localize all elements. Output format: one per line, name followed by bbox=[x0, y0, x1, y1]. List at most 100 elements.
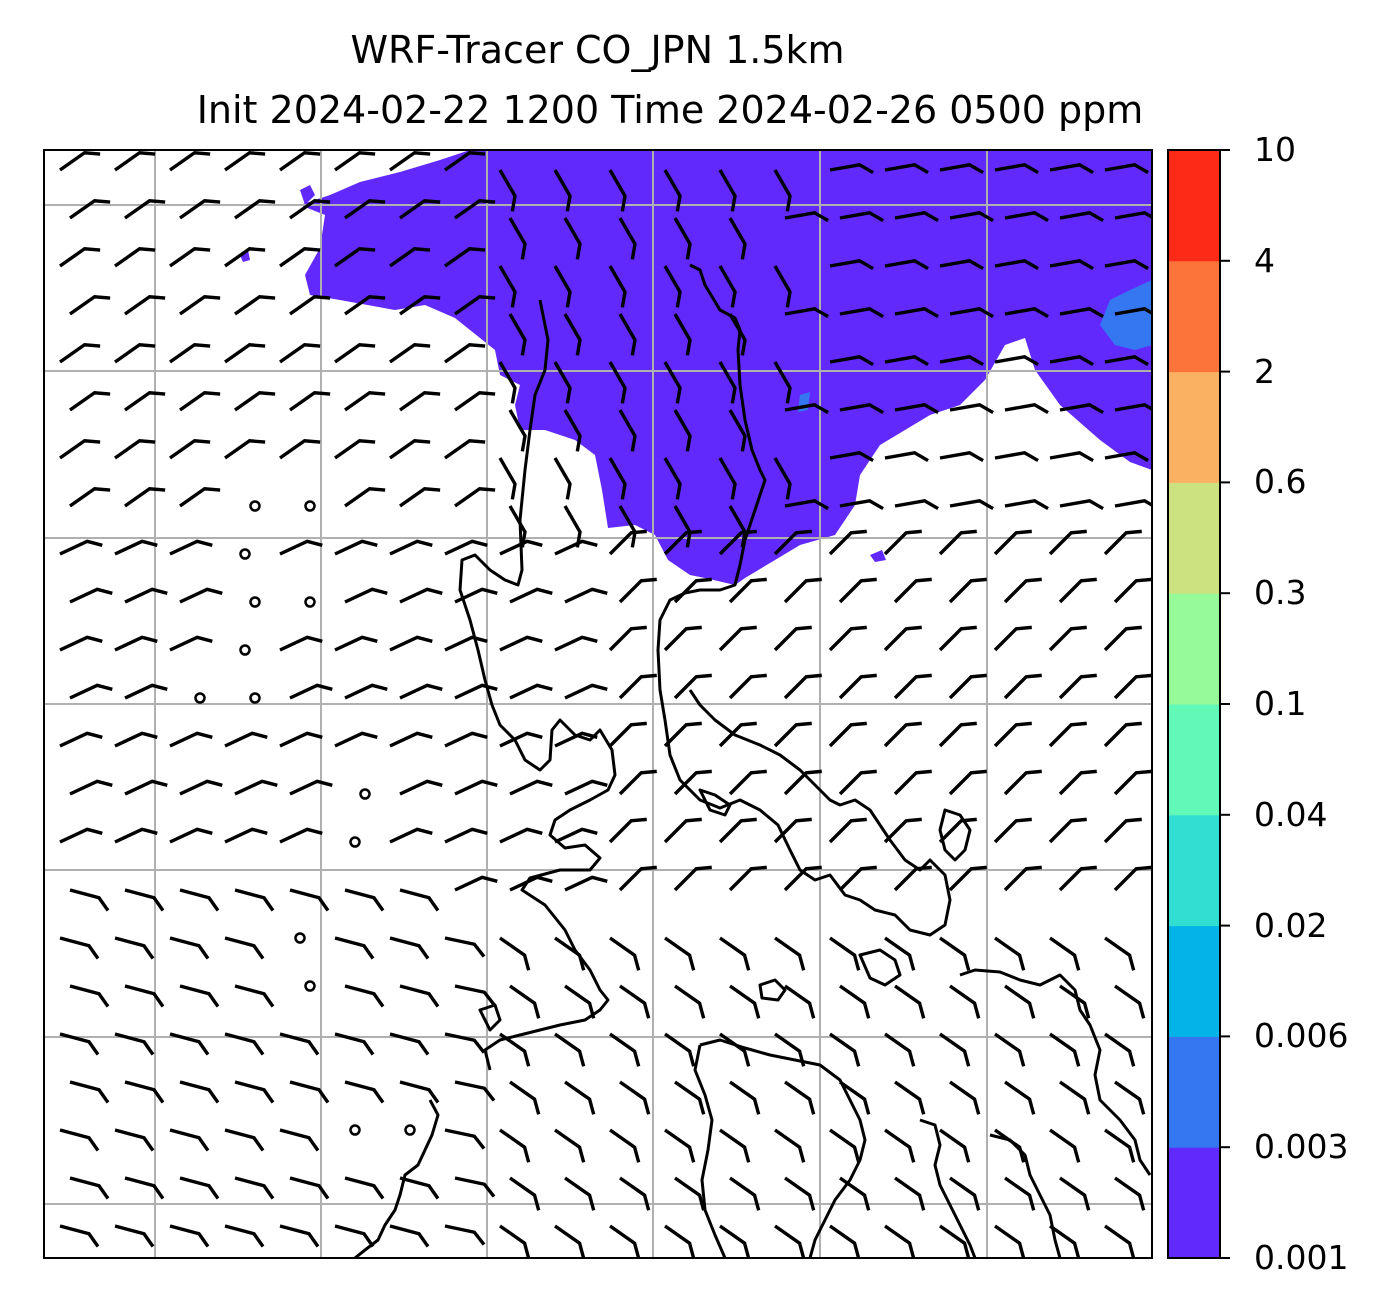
colorbar-segment bbox=[1168, 150, 1220, 262]
wind-barb bbox=[1058, 673, 1097, 700]
colorbar-segment bbox=[1168, 260, 1220, 373]
calm-wind-marker bbox=[349, 836, 361, 848]
calm-wind-marker bbox=[304, 500, 316, 512]
wind-barb bbox=[563, 217, 582, 260]
wind-barb bbox=[444, 936, 486, 958]
wind-barb bbox=[783, 769, 822, 796]
wind-barb bbox=[124, 1176, 165, 1200]
wind-barb bbox=[69, 779, 113, 796]
colorbar-segment bbox=[1168, 1147, 1220, 1259]
wind-barb bbox=[69, 683, 113, 700]
wind-barb bbox=[444, 731, 488, 748]
wind-barb bbox=[234, 779, 278, 796]
calm-wind-marker bbox=[249, 596, 261, 608]
wind-barb bbox=[69, 587, 113, 604]
wind-barb bbox=[673, 769, 712, 796]
wind-barb bbox=[1059, 211, 1104, 223]
wind-barb bbox=[564, 1176, 596, 1211]
colorbar-tick-label: 0.3 bbox=[1254, 573, 1307, 613]
wind-barb bbox=[884, 1224, 916, 1258]
wind-barb bbox=[674, 1080, 706, 1115]
wind-barb bbox=[508, 409, 527, 452]
wind-barb bbox=[399, 683, 443, 700]
wind-barb bbox=[444, 635, 488, 652]
wind-barb bbox=[454, 487, 496, 508]
wind-barb bbox=[673, 865, 712, 892]
wind-barb bbox=[718, 529, 757, 556]
wind-barb bbox=[1004, 403, 1049, 415]
wind-barb bbox=[1113, 577, 1152, 604]
wind-barb bbox=[949, 499, 994, 511]
wind-barb bbox=[609, 936, 641, 971]
wind-barb bbox=[389, 1032, 430, 1056]
colorbar-segment bbox=[1168, 925, 1220, 1037]
wind-barb bbox=[949, 307, 994, 319]
wind-barb bbox=[234, 984, 275, 1008]
wind-barb bbox=[718, 625, 757, 652]
wind-barb bbox=[509, 683, 553, 700]
wind-barb bbox=[718, 169, 737, 212]
wind-barb bbox=[608, 169, 627, 212]
wind-barb bbox=[224, 827, 268, 844]
colorbar-tick-label: 10 bbox=[1254, 130, 1296, 169]
wind-barb bbox=[894, 403, 939, 415]
wind-barb bbox=[124, 779, 168, 796]
wind-barb bbox=[454, 984, 496, 1006]
wind-barb bbox=[114, 151, 156, 172]
colorbar-tick-label: 0.6 bbox=[1254, 462, 1307, 502]
wind-barb bbox=[399, 888, 440, 912]
calm-wind-marker bbox=[239, 644, 251, 656]
wind-barb bbox=[609, 1128, 641, 1163]
wind-barb bbox=[894, 984, 926, 1019]
tracer-plume bbox=[300, 150, 1152, 585]
wind-barb bbox=[839, 499, 884, 511]
wind-barb bbox=[389, 827, 433, 844]
wind-barb bbox=[994, 1032, 1026, 1067]
wind-barb bbox=[279, 827, 323, 844]
calm-wind-marker bbox=[249, 692, 261, 704]
wind-barb bbox=[169, 635, 213, 652]
wind-barb bbox=[344, 683, 388, 700]
calm-wind-marker bbox=[239, 548, 251, 560]
wind-barb bbox=[1059, 499, 1104, 511]
wind-barb bbox=[509, 779, 553, 796]
wind-barb bbox=[784, 211, 829, 223]
wind-barb bbox=[289, 199, 331, 220]
map-frame bbox=[43, 149, 1153, 1259]
wind-barb bbox=[69, 199, 111, 220]
wind-barb bbox=[718, 457, 737, 500]
wind-barb bbox=[454, 779, 498, 796]
wind-barb bbox=[179, 587, 223, 604]
wind-barb bbox=[618, 409, 637, 452]
wind-barb bbox=[399, 487, 441, 508]
wind-barb bbox=[444, 1128, 486, 1150]
colorbar-tick-label: 0.02 bbox=[1254, 905, 1328, 945]
wind-barb bbox=[608, 265, 627, 308]
wind-barb bbox=[948, 673, 987, 700]
wind-barb bbox=[1058, 865, 1097, 892]
wind-barb bbox=[179, 888, 220, 912]
wind-barb bbox=[289, 1080, 330, 1104]
calm-wind-marker bbox=[359, 788, 371, 800]
wind-barb bbox=[774, 936, 806, 971]
wind-barb bbox=[334, 439, 376, 460]
wind-barb bbox=[499, 539, 543, 556]
colorbar-segment bbox=[1168, 704, 1220, 816]
wind-barb bbox=[608, 361, 627, 404]
wind-barb bbox=[399, 587, 443, 604]
wind-barb bbox=[334, 936, 375, 960]
wind-barb bbox=[1113, 865, 1152, 892]
wind-barb bbox=[509, 1080, 541, 1115]
colorbar-segment bbox=[1168, 371, 1220, 483]
wind-barb bbox=[69, 984, 110, 1008]
wind-barb bbox=[389, 936, 430, 960]
wind-barb bbox=[124, 199, 166, 220]
wind-barb bbox=[608, 625, 647, 652]
wind-barb bbox=[939, 1128, 971, 1163]
wind-barb bbox=[114, 247, 156, 268]
wind-barb bbox=[719, 1224, 751, 1258]
wind-barb bbox=[774, 1224, 806, 1258]
wind-barb bbox=[1104, 936, 1136, 971]
wind-barb bbox=[774, 1032, 806, 1067]
wind-barb bbox=[993, 625, 1032, 652]
